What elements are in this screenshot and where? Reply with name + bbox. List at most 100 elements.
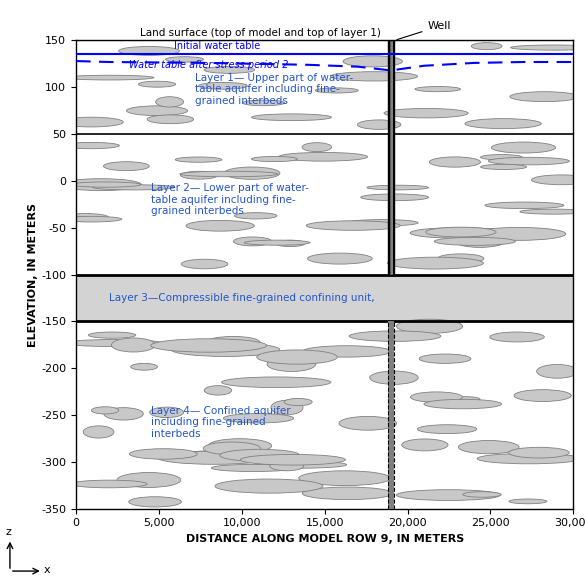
Ellipse shape (252, 114, 332, 121)
Ellipse shape (402, 439, 448, 451)
Ellipse shape (164, 454, 232, 462)
Ellipse shape (215, 479, 323, 493)
Ellipse shape (126, 106, 188, 116)
Y-axis label: ELEVATION, IN METERS: ELEVATION, IN METERS (29, 202, 39, 347)
Ellipse shape (65, 339, 162, 347)
Text: Land surface (top of model and top of layer 1): Land surface (top of model and top of la… (140, 28, 380, 38)
Ellipse shape (252, 157, 297, 162)
Bar (388, 392, 394, 406)
Ellipse shape (176, 157, 222, 162)
Bar (388, 321, 394, 335)
Ellipse shape (411, 392, 462, 402)
Ellipse shape (472, 227, 566, 240)
Ellipse shape (532, 175, 585, 185)
Ellipse shape (429, 157, 480, 167)
Ellipse shape (91, 407, 119, 414)
Ellipse shape (151, 339, 267, 352)
Ellipse shape (520, 209, 585, 214)
Ellipse shape (203, 442, 260, 455)
Ellipse shape (299, 471, 391, 486)
Bar (388, 335, 394, 350)
Ellipse shape (233, 237, 272, 246)
Ellipse shape (417, 425, 477, 434)
Ellipse shape (240, 454, 345, 465)
Ellipse shape (62, 213, 109, 221)
Ellipse shape (129, 497, 181, 507)
Ellipse shape (181, 259, 228, 269)
Ellipse shape (339, 416, 397, 430)
Bar (388, 462, 394, 476)
Ellipse shape (171, 343, 280, 357)
Ellipse shape (243, 100, 284, 106)
Ellipse shape (456, 236, 504, 247)
Ellipse shape (459, 440, 519, 454)
Ellipse shape (510, 92, 579, 102)
Ellipse shape (235, 213, 277, 219)
Ellipse shape (278, 153, 367, 161)
Ellipse shape (536, 365, 577, 378)
Ellipse shape (223, 414, 294, 423)
Ellipse shape (450, 397, 480, 402)
Ellipse shape (147, 115, 194, 124)
Ellipse shape (204, 66, 254, 73)
Ellipse shape (224, 167, 280, 179)
Ellipse shape (179, 451, 268, 459)
Ellipse shape (488, 157, 569, 165)
Ellipse shape (71, 480, 147, 488)
Text: Layer 1— Upper part of water-
table aquifer including fine-
grained interbeds: Layer 1— Upper part of water- table aqui… (195, 73, 354, 106)
Ellipse shape (207, 336, 260, 348)
Ellipse shape (119, 46, 180, 55)
Ellipse shape (509, 499, 547, 504)
Ellipse shape (472, 43, 502, 50)
Bar (388, 476, 394, 490)
Bar (388, 377, 394, 392)
Ellipse shape (186, 220, 254, 231)
Ellipse shape (111, 338, 156, 352)
Ellipse shape (465, 118, 541, 129)
Bar (388, 490, 394, 504)
Text: Water table after stress period 2: Water table after stress period 2 (129, 60, 288, 70)
Ellipse shape (480, 164, 526, 169)
Ellipse shape (346, 220, 418, 226)
Ellipse shape (308, 253, 372, 264)
Ellipse shape (156, 97, 184, 107)
Ellipse shape (361, 194, 429, 201)
Ellipse shape (419, 354, 471, 364)
Ellipse shape (367, 185, 429, 190)
Text: Layer 2— Lower part of water-
table aquifer including fine-
grained interbeds: Layer 2— Lower part of water- table aqui… (151, 183, 309, 216)
Ellipse shape (514, 390, 571, 402)
Ellipse shape (434, 238, 515, 246)
Ellipse shape (477, 454, 581, 464)
Ellipse shape (60, 216, 122, 222)
Bar (388, 406, 394, 420)
Ellipse shape (181, 171, 218, 179)
Ellipse shape (424, 399, 501, 409)
Ellipse shape (104, 162, 149, 171)
Ellipse shape (426, 227, 496, 237)
Text: Layer 3—Compressible fine-grained confining unit,: Layer 3—Compressible fine-grained confin… (109, 293, 375, 303)
Ellipse shape (384, 109, 468, 118)
Text: z: z (6, 527, 12, 538)
Ellipse shape (150, 407, 184, 417)
Ellipse shape (349, 331, 441, 342)
Bar (388, 504, 394, 509)
Ellipse shape (166, 57, 204, 62)
Bar (388, 434, 394, 448)
Ellipse shape (117, 473, 181, 487)
Text: Initial water table: Initial water table (174, 41, 260, 51)
Ellipse shape (270, 461, 304, 471)
Ellipse shape (480, 154, 522, 160)
Ellipse shape (71, 182, 141, 187)
Ellipse shape (490, 332, 544, 342)
Ellipse shape (104, 407, 143, 420)
Ellipse shape (83, 426, 114, 438)
Ellipse shape (387, 257, 483, 269)
Ellipse shape (415, 87, 460, 92)
Ellipse shape (306, 221, 400, 230)
Ellipse shape (157, 451, 271, 464)
Ellipse shape (343, 56, 402, 67)
Ellipse shape (511, 45, 585, 50)
Ellipse shape (211, 464, 295, 472)
Ellipse shape (357, 120, 401, 129)
Ellipse shape (315, 88, 358, 93)
